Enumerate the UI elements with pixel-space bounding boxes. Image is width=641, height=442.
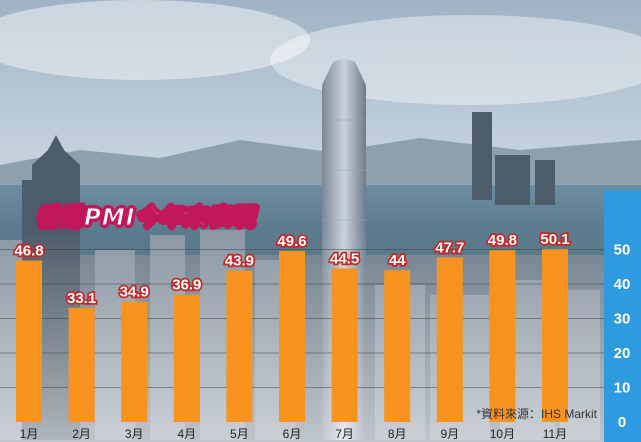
- x-category-label: 5月: [230, 427, 249, 441]
- bar-value-label: 34.9: [120, 284, 149, 301]
- bar: [226, 270, 253, 422]
- bar: [68, 307, 95, 422]
- y-tick-label: 0: [618, 414, 626, 431]
- x-category-label: 4月: [177, 427, 196, 441]
- x-category-label: 2月: [72, 427, 91, 441]
- bar: [384, 270, 411, 422]
- bar: [331, 268, 358, 422]
- x-category-label: 9月: [440, 427, 459, 441]
- x-category-label: 11月: [543, 427, 567, 441]
- bar-value-label: 47.7: [435, 239, 464, 256]
- bar-value-label: 36.9: [172, 277, 201, 294]
- x-category-label: 7月: [335, 427, 354, 441]
- bars: [16, 249, 568, 422]
- x-category-label: 6月: [283, 427, 302, 441]
- y-tick-label: 50: [614, 242, 631, 259]
- bar: [542, 249, 568, 422]
- x-category-label: 8月: [388, 427, 407, 441]
- bar: [489, 250, 516, 422]
- bar: [121, 301, 148, 422]
- y-tick-label: 20: [614, 345, 631, 362]
- x-category-label: 10月: [490, 427, 515, 441]
- y-tick-label: 10: [614, 380, 631, 397]
- y-tick-label: 30: [614, 311, 631, 328]
- bar-value-label: 46.8: [14, 243, 43, 260]
- bar-value-label: 44: [389, 252, 406, 269]
- x-axis-categories: 1月 2月 3月 4月 5月 6月 7月 8月 9月 10月 11月: [20, 427, 568, 441]
- bar-value-label: 44.5: [330, 250, 359, 267]
- y-axis-ticks: 0 10 20 30 40 50: [614, 242, 631, 432]
- bar-value-label: 49.8: [488, 232, 517, 249]
- bar-value-label: 43.9: [225, 253, 254, 270]
- value-labels: 46.8 33.1 34.9 36.9 43.9 49.6 44.5 44 47.7 49.8 50…: [13, 229, 572, 308]
- bar-value-label: 49.6: [277, 233, 306, 250]
- x-category-label: 3月: [125, 427, 144, 441]
- bar-value-label: 33.1: [67, 290, 96, 307]
- chart-title: 香港PMI今年來表現: [35, 205, 256, 232]
- bar-value-label: 50.1: [540, 231, 569, 248]
- y-tick-label: 40: [614, 276, 631, 293]
- source-note: *資料來源：IHS Markit: [476, 407, 597, 421]
- bar: [436, 257, 463, 422]
- bar: [16, 260, 42, 422]
- axis-panel: [604, 190, 641, 442]
- bar: [279, 250, 305, 422]
- bar: [173, 294, 200, 422]
- x-category-label: 1月: [20, 427, 39, 441]
